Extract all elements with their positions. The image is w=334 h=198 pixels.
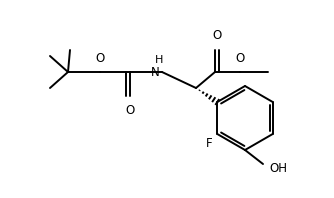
- Text: N: N: [151, 66, 160, 78]
- Text: O: O: [96, 52, 105, 65]
- Text: O: O: [235, 52, 244, 65]
- Text: F: F: [206, 137, 212, 150]
- Text: O: O: [125, 104, 135, 117]
- Text: H: H: [155, 55, 163, 65]
- Text: O: O: [212, 29, 222, 42]
- Text: OH: OH: [269, 162, 287, 174]
